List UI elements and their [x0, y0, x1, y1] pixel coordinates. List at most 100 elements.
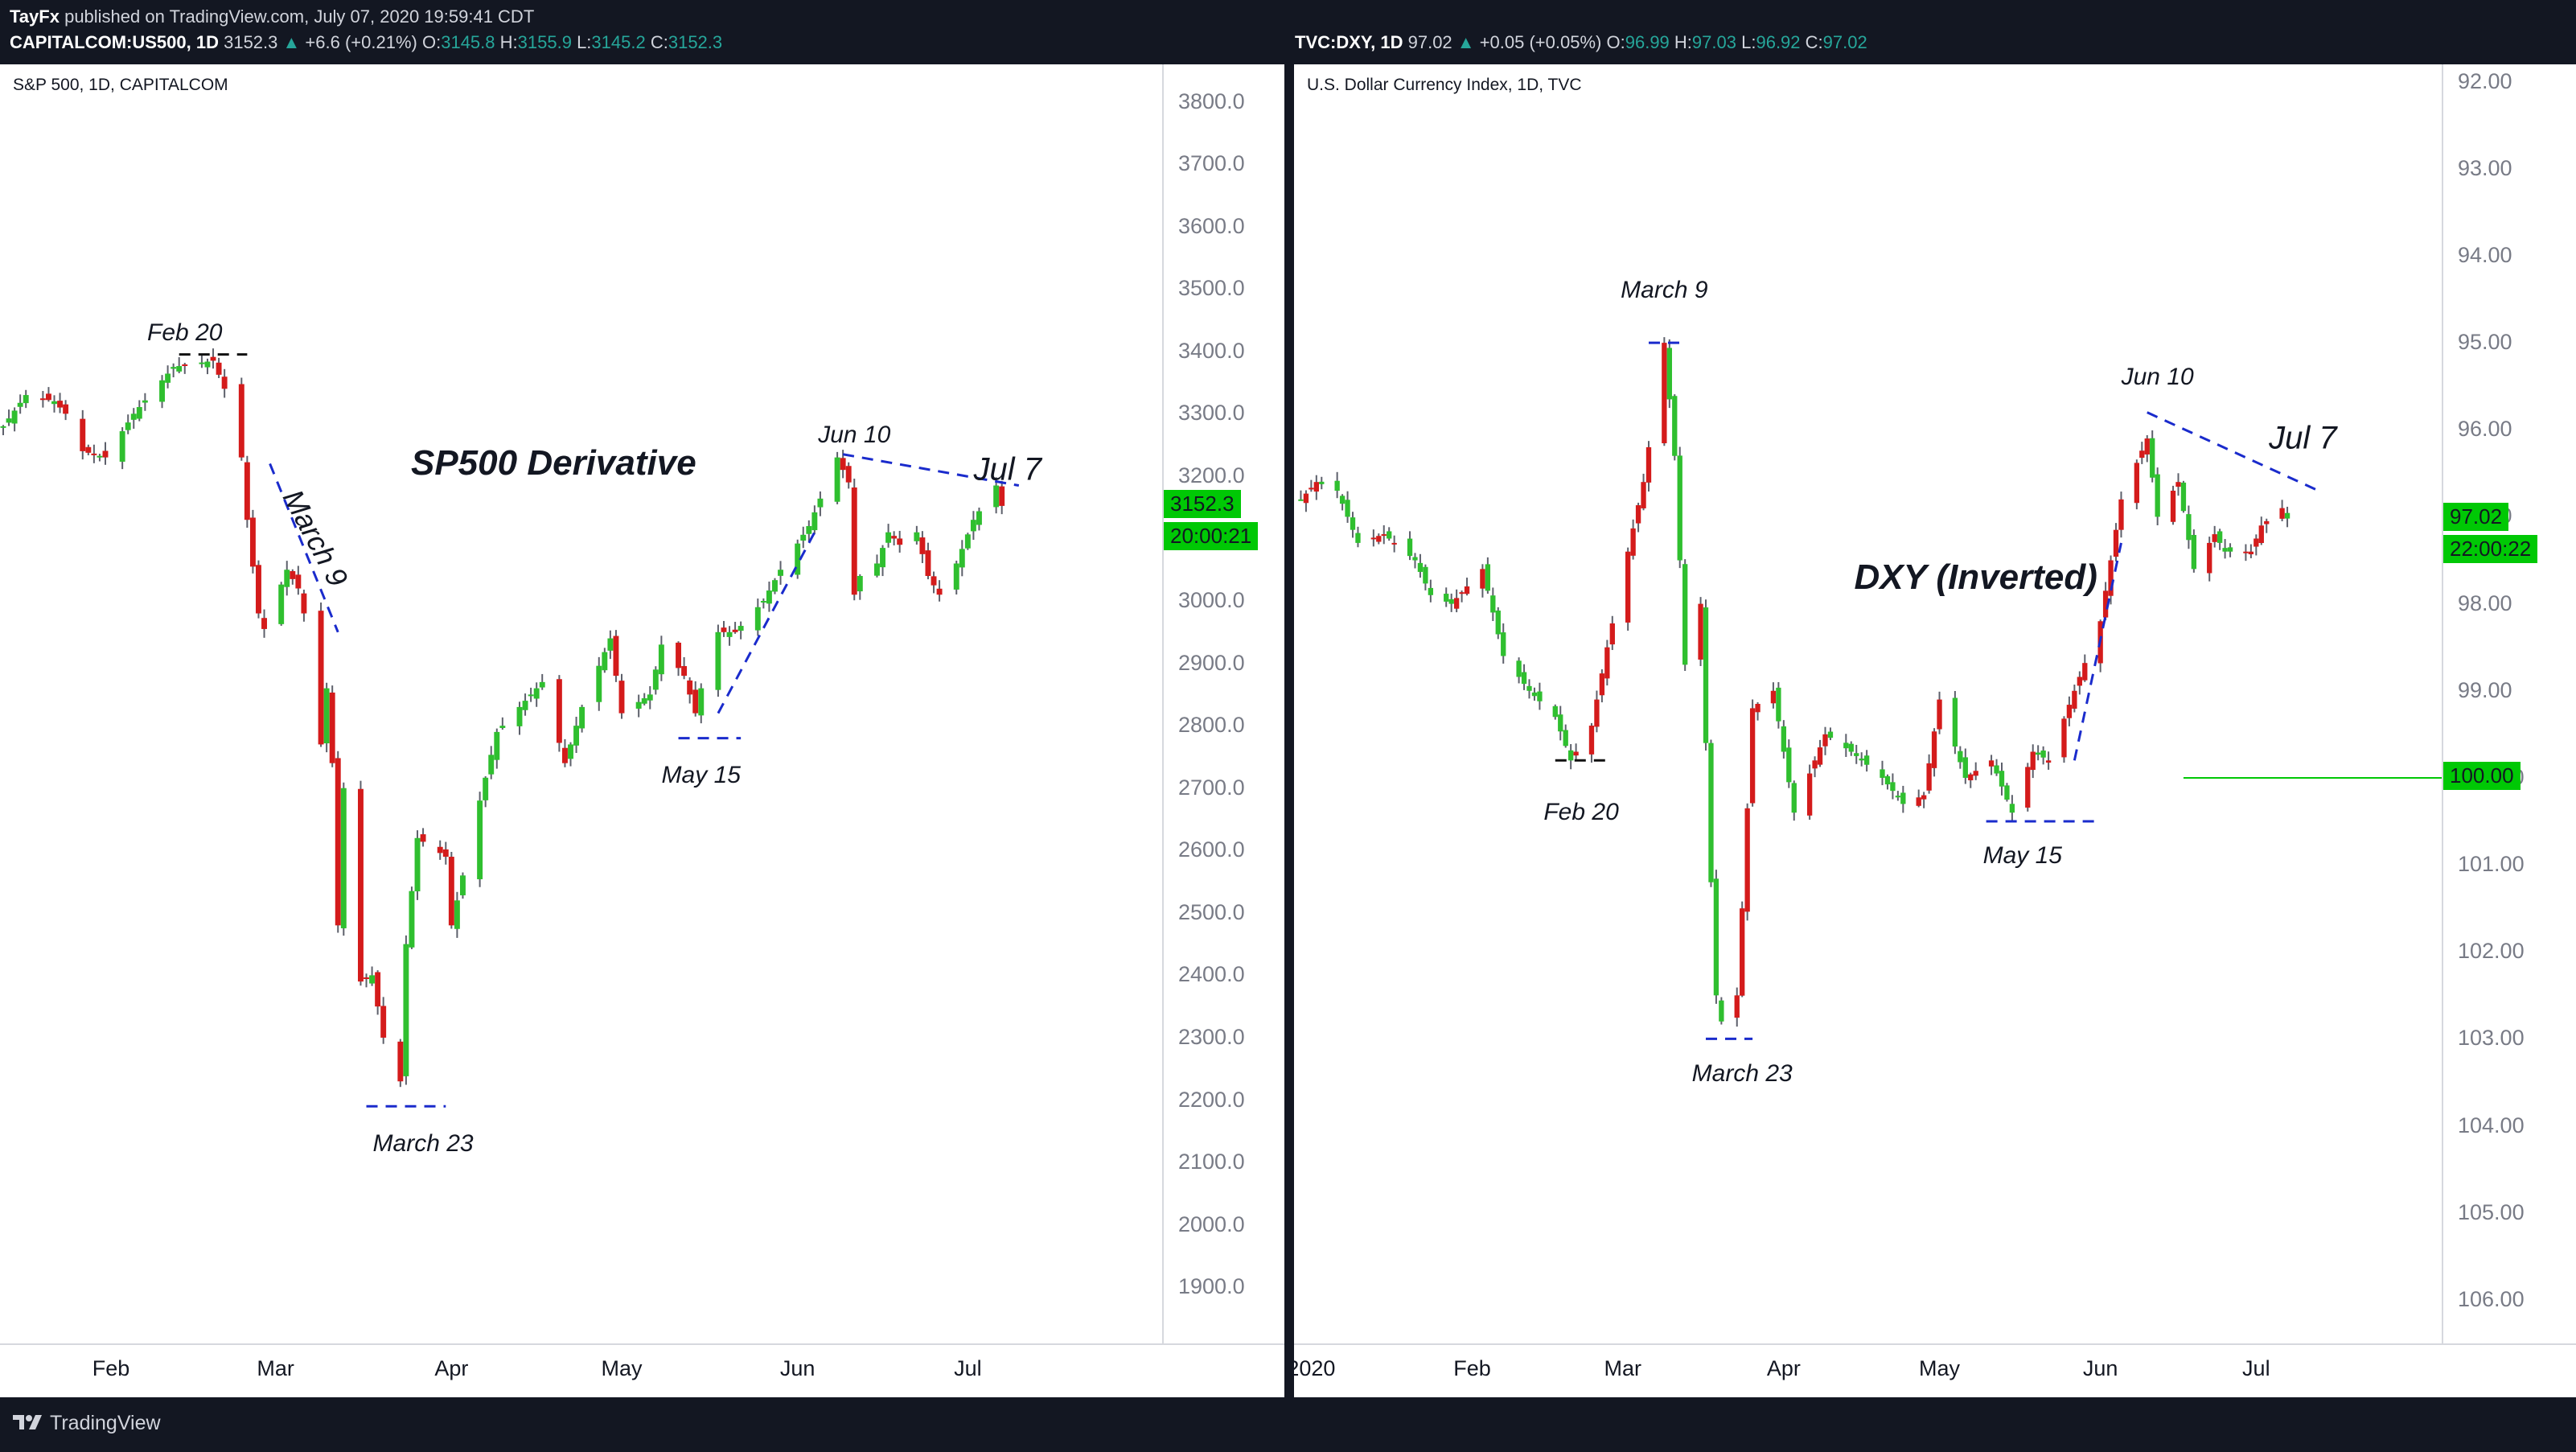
candle[interactable]	[1635, 502, 1641, 533]
candle[interactable]	[1485, 557, 1491, 594]
candle[interactable]	[1776, 681, 1781, 729]
candle[interactable]	[1817, 739, 1823, 767]
candle[interactable]	[278, 582, 285, 626]
candle[interactable]	[936, 580, 943, 602]
candle[interactable]	[1459, 590, 1465, 603]
candle[interactable]	[2118, 492, 2124, 538]
candle[interactable]	[1563, 724, 1568, 748]
sp500-price-axis[interactable]: 3800.0 3700.0 3600.0 3500.0 3400.0 3300.0 3200…	[1162, 64, 1284, 1343]
candle[interactable]	[1526, 679, 1532, 699]
candle[interactable]	[397, 1039, 404, 1088]
candle[interactable]	[857, 574, 863, 600]
candle[interactable]	[1672, 394, 1678, 461]
candle[interactable]	[641, 693, 647, 705]
candle[interactable]	[1501, 623, 1506, 664]
candle[interactable]	[754, 598, 761, 636]
candle[interactable]	[1848, 741, 1854, 756]
chart-annotation[interactable]: Feb 20	[147, 319, 223, 346]
candle[interactable]	[845, 462, 852, 489]
candle[interactable]	[2191, 529, 2197, 573]
candle[interactable]	[1594, 690, 1600, 733]
candle[interactable]	[1698, 597, 1703, 667]
candle[interactable]	[1937, 691, 1942, 734]
candle[interactable]	[1863, 750, 1870, 772]
candle[interactable]	[1806, 764, 1813, 820]
candle[interactable]	[318, 603, 324, 747]
chart-annotation[interactable]: DXY (Inverted)	[1854, 557, 2097, 598]
candle[interactable]	[880, 545, 885, 577]
candle[interactable]	[1827, 727, 1834, 741]
candle[interactable]	[1926, 754, 1932, 794]
candle[interactable]	[1350, 512, 1356, 538]
candle[interactable]	[1791, 780, 1797, 821]
dxy-time-axis[interactable]: 2020 Feb Mar Apr May Jun Jul	[1294, 1343, 2576, 1397]
candle[interactable]	[2253, 534, 2259, 556]
dxy-price-axis[interactable]: 92.0093.0094.0095.0096.0097.0098.0099.00…	[2442, 64, 2576, 1343]
candle[interactable]	[732, 622, 738, 634]
tradingview-brand[interactable]: TradingView	[50, 1412, 161, 1434]
candle[interactable]	[970, 511, 976, 541]
candle[interactable]	[51, 395, 57, 413]
candle[interactable]	[851, 479, 857, 601]
trend-line[interactable]	[842, 453, 1020, 487]
candle[interactable]	[159, 375, 165, 409]
trend-line[interactable]	[717, 532, 816, 714]
candle[interactable]	[1339, 494, 1346, 511]
candle[interactable]	[2217, 529, 2223, 550]
candle[interactable]	[488, 746, 495, 779]
candle[interactable]	[817, 491, 824, 516]
candle[interactable]	[63, 400, 69, 421]
candle[interactable]	[778, 561, 783, 585]
candle[interactable]	[403, 935, 409, 1085]
candle[interactable]	[1309, 479, 1314, 492]
candle[interactable]	[1319, 476, 1325, 490]
candle[interactable]	[256, 560, 261, 619]
candle[interactable]	[1890, 773, 1896, 800]
chart-annotation[interactable]: Jul 7	[2269, 420, 2337, 456]
candle[interactable]	[1843, 734, 1849, 757]
candle[interactable]	[1391, 535, 1397, 553]
candle[interactable]	[1781, 720, 1787, 759]
candle[interactable]	[811, 505, 818, 535]
candle[interactable]	[125, 414, 131, 434]
candle[interactable]	[1609, 615, 1615, 651]
candle[interactable]	[760, 598, 766, 609]
candle[interactable]	[409, 886, 415, 949]
candle[interactable]	[1423, 564, 1428, 590]
candle[interactable]	[261, 609, 267, 638]
candle[interactable]	[97, 454, 103, 462]
candle[interactable]	[2222, 539, 2228, 559]
tradingview-logo-icon[interactable]	[11, 1412, 47, 1433]
candle[interactable]	[80, 409, 86, 460]
candle[interactable]	[2066, 696, 2073, 726]
candle[interactable]	[772, 578, 778, 594]
candle[interactable]	[119, 427, 125, 470]
candle[interactable]	[1973, 762, 1978, 780]
chart-annotation[interactable]: March 23	[372, 1129, 474, 1157]
candle[interactable]	[607, 630, 614, 660]
candle[interactable]	[596, 656, 602, 711]
candle[interactable]	[1444, 587, 1449, 607]
candle[interactable]	[1625, 547, 1631, 631]
candle[interactable]	[85, 444, 92, 455]
candle[interactable]	[613, 630, 619, 682]
candle[interactable]	[2134, 459, 2140, 510]
chart-annotation[interactable]: SP500 Derivative	[410, 443, 696, 483]
candle[interactable]	[1931, 728, 1937, 777]
candle[interactable]	[2025, 763, 2031, 812]
candle[interactable]	[1822, 726, 1828, 755]
candle[interactable]	[39, 391, 46, 408]
candle[interactable]	[1521, 664, 1527, 690]
candle[interactable]	[1703, 599, 1709, 751]
candle[interactable]	[45, 387, 51, 402]
candle[interactable]	[2279, 500, 2285, 521]
candle[interactable]	[1531, 687, 1538, 701]
candle[interactable]	[2036, 745, 2041, 761]
candle[interactable]	[2045, 751, 2052, 770]
candle[interactable]	[142, 393, 148, 411]
candle[interactable]	[1994, 759, 1999, 776]
candle[interactable]	[369, 966, 376, 986]
candle[interactable]	[238, 377, 244, 461]
candle[interactable]	[1884, 774, 1891, 790]
candle[interactable]	[2072, 685, 2077, 713]
